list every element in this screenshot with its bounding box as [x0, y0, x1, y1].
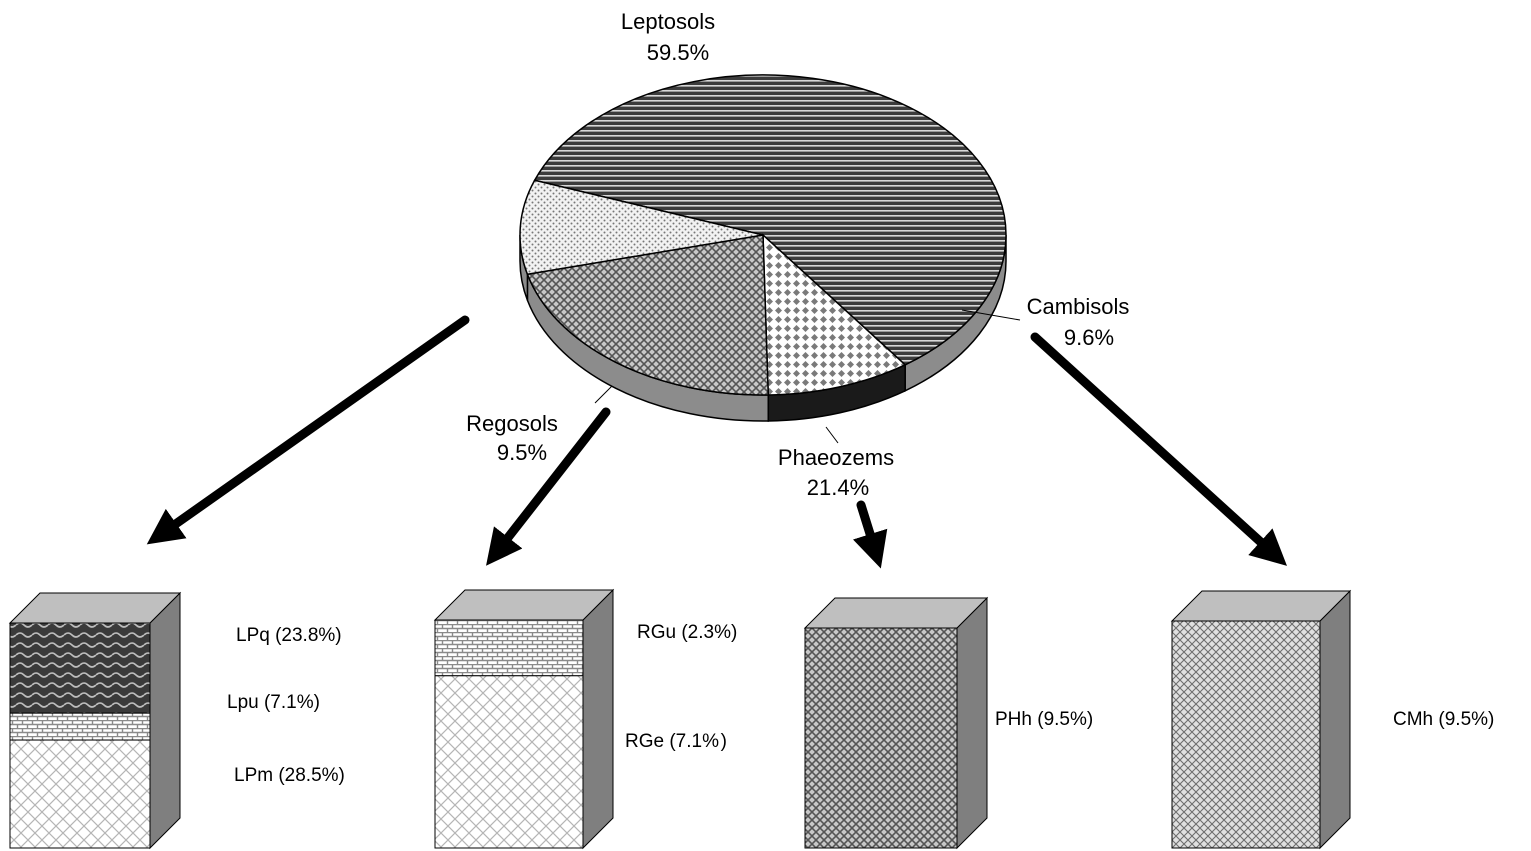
slice-value-phaeozems: 21.4% [807, 475, 869, 500]
pie-labels: Leptosols 59.5% Cambisols 9.6% Phaeozems… [466, 9, 1129, 500]
pie-slice-phaeozems [526, 234, 770, 396]
pie-leader-lines [594, 309, 1021, 444]
slice-label-regosols: Regosols [466, 411, 558, 436]
bar-side-face [582, 588, 614, 850]
bar-stack-regosols [433, 588, 615, 850]
bar-segment-lpq [9, 622, 151, 714]
pie-slice-leptosols [533, 74, 1007, 366]
bar-stack-phaeozems [803, 596, 989, 850]
bar-top-face [803, 597, 989, 629]
pie-slice-regosols [519, 179, 764, 276]
pie-slices [519, 74, 1007, 396]
bar-segment-phh [804, 627, 958, 849]
arrow-regosols [486, 407, 611, 566]
segment-label-phh: PHh (9.5%) [995, 709, 1093, 730]
segment-label-lpm: LPm (28.5%) [234, 765, 345, 786]
slice-value-regosols: 9.5% [497, 440, 547, 465]
slice-value-cambisols: 9.6% [1064, 325, 1114, 350]
arrow-cambisols [1030, 332, 1287, 566]
segment-label-lpq: LPq (23.8%) [236, 625, 342, 646]
bar-segment-lpu [9, 712, 151, 741]
bar-stack-leptosols [8, 591, 182, 850]
segment-label-lpu: Lpu (7.1%) [227, 692, 320, 713]
bar-side-face [956, 596, 988, 850]
arrow-leptosols [146, 315, 470, 545]
connector-arrows [146, 315, 1287, 569]
bar-top-face [433, 589, 615, 621]
bar-segment-cmh [1171, 620, 1321, 849]
pie-slice-cambisols [762, 233, 907, 396]
slice-label-cambisols: Cambisols [1027, 294, 1130, 319]
bar-segment-lpm [9, 739, 151, 849]
bar-stack-cambisols [1170, 589, 1352, 850]
bar-side-face [1319, 589, 1351, 850]
segment-label-rgu: RGu (2.3%) [637, 622, 737, 643]
bar-top-face [1170, 590, 1352, 622]
bar-top-face [8, 592, 182, 624]
segment-label-cmh: CMh (9.5%) [1393, 709, 1494, 730]
slice-label-leptosols: Leptosols [621, 9, 715, 34]
bar-segment-rgu [434, 619, 584, 677]
arrow-phaeozems [852, 500, 888, 569]
stacked-bars [8, 588, 1352, 850]
bar-labels: LPq (23.8%) Lpu (7.1%) LPm (28.5%) RGu (… [227, 622, 1494, 786]
bar-side-face [149, 591, 181, 850]
segment-label-rge: RGe (7.1% ) [625, 731, 727, 752]
pie-chart: Leptosols 59.5% Cambisols 9.6% Phaeozems… [466, 9, 1129, 500]
bar-segment-rge [434, 675, 584, 849]
slice-value-leptosols: 59.5% [647, 40, 709, 65]
slice-label-phaeozems: Phaeozems [778, 445, 894, 470]
